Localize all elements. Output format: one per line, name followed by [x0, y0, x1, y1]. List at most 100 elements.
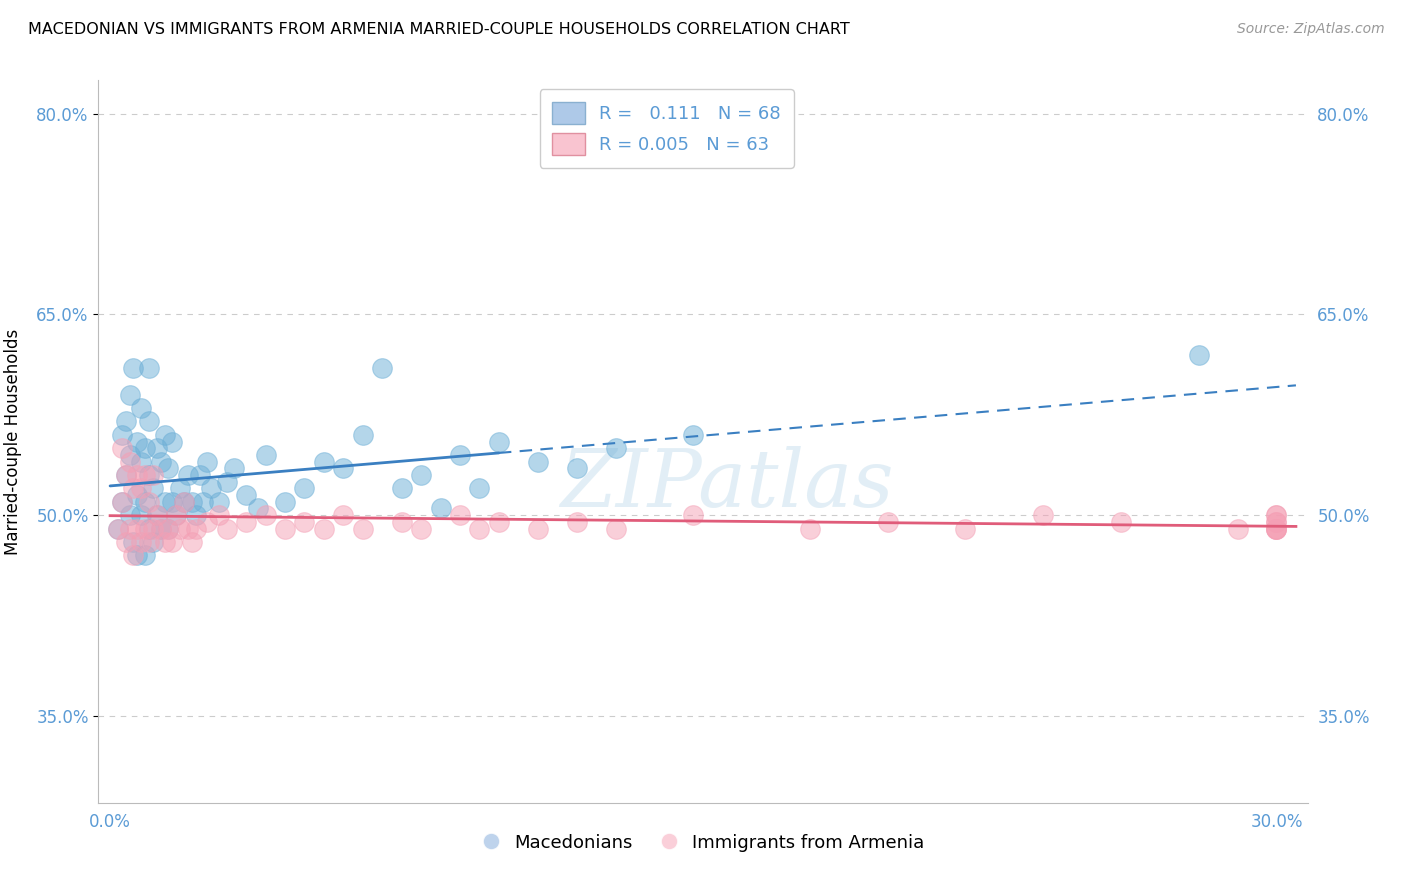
Point: [215, 475, 238, 489]
Point: [1226, 521, 1249, 535]
Point: [177, 521, 200, 535]
Point: [111, 494, 134, 508]
Point: [208, 494, 231, 508]
Point: [429, 501, 451, 516]
Point: [1188, 348, 1211, 362]
Point: [114, 414, 136, 429]
Point: [235, 488, 257, 502]
Point: [1265, 508, 1288, 523]
Point: [1265, 521, 1288, 535]
Point: [129, 401, 152, 416]
Point: [193, 494, 215, 508]
Point: [235, 515, 257, 529]
Point: [129, 482, 152, 496]
Point: [605, 441, 627, 455]
Point: [391, 515, 413, 529]
Point: [682, 508, 704, 523]
Point: [153, 427, 176, 442]
Point: [468, 482, 491, 496]
Point: [142, 534, 165, 549]
Point: [565, 515, 588, 529]
Point: [876, 515, 898, 529]
Point: [1265, 508, 1288, 523]
Point: [177, 467, 200, 482]
Point: [165, 508, 187, 523]
Point: [129, 508, 152, 523]
Point: [142, 521, 165, 535]
Point: [134, 467, 156, 482]
Point: [605, 521, 627, 535]
Point: [149, 521, 172, 535]
Point: [332, 461, 354, 475]
Point: [208, 508, 231, 523]
Point: [165, 508, 187, 523]
Point: [157, 521, 180, 535]
Point: [173, 494, 195, 508]
Point: [254, 508, 277, 523]
Point: [1109, 515, 1132, 529]
Point: [142, 482, 165, 496]
Point: [162, 434, 184, 449]
Point: [312, 454, 335, 468]
Point: [134, 441, 156, 455]
Point: [162, 534, 184, 549]
Point: [129, 454, 152, 468]
Point: [107, 521, 129, 535]
Point: [127, 467, 149, 482]
Point: [162, 494, 184, 508]
Point: [352, 427, 374, 442]
Point: [246, 501, 269, 516]
Point: [352, 521, 374, 535]
Point: [118, 448, 141, 462]
Point: [488, 434, 510, 449]
Point: [134, 521, 156, 535]
Point: [526, 521, 548, 535]
Point: [127, 521, 149, 535]
Point: [118, 521, 141, 535]
Point: [254, 448, 277, 462]
Point: [153, 534, 176, 549]
Point: [127, 488, 149, 502]
Point: [127, 548, 149, 563]
Point: [294, 515, 316, 529]
Point: [411, 521, 433, 535]
Point: [122, 361, 145, 376]
Point: [184, 521, 207, 535]
Point: [138, 414, 160, 429]
Point: [145, 441, 167, 455]
Legend: Macedonians, Immigrants from Armenia: Macedonians, Immigrants from Armenia: [474, 826, 932, 859]
Point: [111, 427, 134, 442]
Point: [1032, 508, 1054, 523]
Point: [173, 494, 195, 508]
Point: [1265, 521, 1288, 535]
Point: [122, 482, 145, 496]
Text: MACEDONIAN VS IMMIGRANTS FROM ARMENIA MARRIED-COUPLE HOUSEHOLDS CORRELATION CHAR: MACEDONIAN VS IMMIGRANTS FROM ARMENIA MA…: [28, 22, 849, 37]
Point: [468, 521, 491, 535]
Point: [169, 521, 191, 535]
Point: [118, 387, 141, 401]
Point: [195, 515, 218, 529]
Point: [215, 521, 238, 535]
Point: [411, 467, 433, 482]
Point: [118, 508, 141, 523]
Point: [111, 494, 134, 508]
Point: [114, 467, 136, 482]
Point: [157, 521, 180, 535]
Point: [122, 548, 145, 563]
Point: [142, 467, 165, 482]
Point: [111, 441, 134, 455]
Point: [138, 361, 160, 376]
Y-axis label: Married-couple Households: Married-couple Households: [4, 328, 22, 555]
Point: [488, 515, 510, 529]
Text: ZIPatlas: ZIPatlas: [561, 446, 894, 524]
Point: [134, 548, 156, 563]
Point: [145, 508, 167, 523]
Point: [127, 434, 149, 449]
Point: [134, 494, 156, 508]
Point: [332, 508, 354, 523]
Point: [122, 534, 145, 549]
Point: [149, 521, 172, 535]
Point: [294, 482, 316, 496]
Point: [224, 461, 246, 475]
Point: [1265, 521, 1288, 535]
